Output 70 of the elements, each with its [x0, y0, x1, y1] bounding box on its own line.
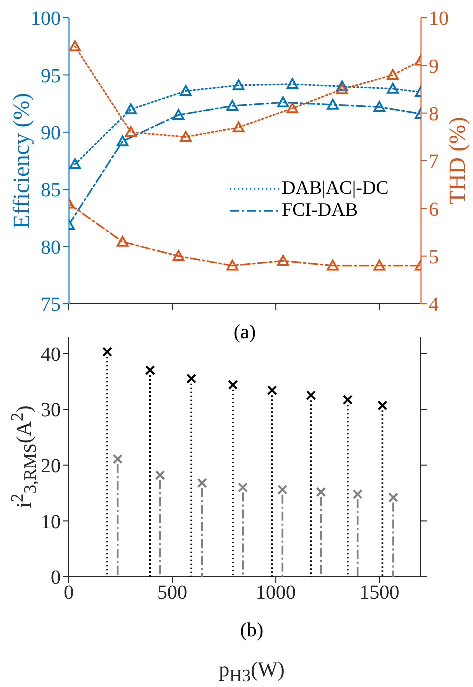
y2-tick-label: 5	[429, 246, 439, 268]
point	[180, 85, 192, 96]
point	[374, 260, 386, 271]
point	[378, 400, 388, 411]
point	[278, 484, 288, 495]
y-tick-label: 20	[41, 455, 61, 478]
y-tick-label: 85	[41, 180, 61, 202]
point	[277, 255, 290, 266]
point	[145, 365, 156, 376]
point	[69, 40, 82, 52]
y-tick-label: 40	[41, 344, 61, 366]
x-tick-label: 1500	[360, 582, 400, 604]
point	[116, 236, 129, 247]
point	[388, 492, 398, 503]
x-tick-label: 1000	[256, 582, 296, 604]
y2-tick-label: 6	[429, 198, 439, 221]
point	[316, 487, 326, 498]
point	[327, 99, 339, 110]
point	[277, 96, 290, 108]
point	[286, 102, 299, 114]
legend-label: DAB|AC|-DC	[282, 178, 389, 200]
point	[327, 260, 339, 271]
point	[267, 386, 278, 396]
point	[186, 374, 197, 384]
point	[336, 84, 348, 94]
point	[125, 104, 138, 114]
y2-tick-label: 10	[429, 8, 449, 30]
y2-tick-label: 7	[429, 151, 439, 174]
point	[155, 470, 166, 480]
point	[238, 482, 248, 493]
y-axis-title: Efficiency (%)	[9, 93, 35, 229]
y-tick-label: 95	[41, 65, 61, 88]
point	[387, 69, 399, 80]
y-tick-label: 90	[41, 122, 61, 144]
point	[180, 131, 192, 142]
y2-tick-label: 8	[429, 103, 439, 126]
y-tick-label: 100	[31, 8, 61, 30]
point	[102, 347, 113, 358]
x-axis-title: p$_{H3}$(W)	[219, 657, 285, 687]
y2-tick-label: 9	[429, 56, 439, 78]
point	[69, 158, 82, 170]
point	[172, 250, 185, 262]
y-tick-label: 75	[41, 294, 61, 316]
point	[172, 109, 185, 120]
point	[232, 80, 245, 90]
y-tick-label: 10	[41, 511, 61, 534]
point	[336, 80, 348, 92]
y-tick-label: 30	[41, 400, 61, 422]
point	[226, 260, 238, 271]
point	[306, 390, 316, 401]
y-tick-label: 0	[51, 567, 61, 590]
point	[112, 454, 123, 464]
point	[226, 100, 238, 111]
legend-label: FCI-DAB	[282, 200, 358, 222]
y2-tick-label: 4	[429, 294, 439, 316]
text: (b)	[240, 620, 264, 642]
point	[197, 478, 208, 488]
annotation: (a)	[234, 322, 256, 344]
y2-axis-title: THD (%)	[445, 117, 471, 205]
point	[342, 395, 353, 406]
point	[374, 101, 386, 112]
point	[116, 136, 129, 146]
x-tick-label: 500	[158, 582, 188, 604]
y-tick-label: 80	[41, 236, 61, 259]
point	[232, 122, 245, 133]
point	[286, 78, 299, 90]
point	[228, 380, 238, 390]
point	[125, 126, 138, 138]
point	[387, 83, 399, 94]
point	[352, 489, 363, 500]
